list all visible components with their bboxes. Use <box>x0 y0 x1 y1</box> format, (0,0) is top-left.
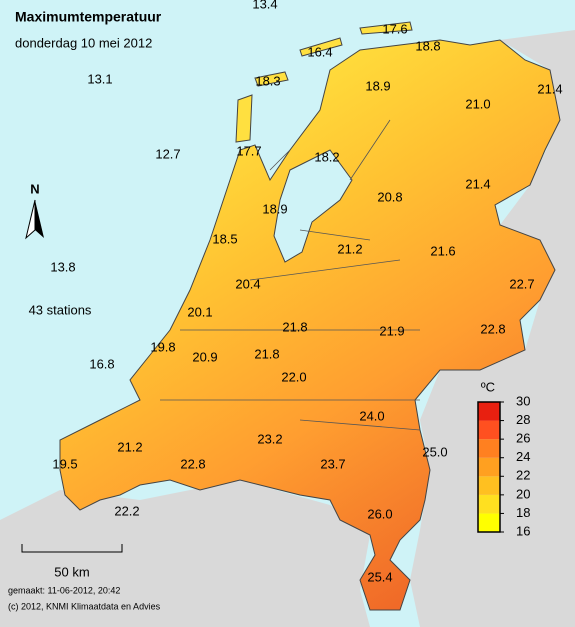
station-value: 12.7 <box>155 146 180 161</box>
station-value: 21.4 <box>465 176 490 191</box>
station-value: 20.9 <box>192 349 217 364</box>
legend-tick-label: 28 <box>516 412 530 427</box>
station-value: 13.8 <box>50 259 75 274</box>
station-value: 16.4 <box>307 44 332 59</box>
north-label: N <box>30 181 39 196</box>
legend-tick-label: 22 <box>516 468 530 483</box>
station-value: 20.4 <box>235 276 260 291</box>
footer: (c) 2012, KNMI Klimaatdata en Advies <box>8 601 161 611</box>
station-value: 18.3 <box>255 73 280 88</box>
legend-tick-label: 26 <box>516 431 530 446</box>
station-value: 26.0 <box>367 506 392 521</box>
station-value: 21.8 <box>254 346 279 361</box>
legend-band <box>478 402 500 421</box>
station-value: 21.4 <box>537 81 562 96</box>
legend-band <box>478 494 500 514</box>
ijsselmeer <box>273 149 353 263</box>
subtitle: donderdag 10 mei 2012 <box>15 35 152 50</box>
germany <box>410 30 575 627</box>
north-arrow <box>25 199 36 240</box>
footer: gemaakt: 11-06-2012, 20:42 <box>8 585 120 595</box>
legend-band <box>478 457 500 477</box>
station-value: 17.7 <box>236 143 261 158</box>
station-value: 18.9 <box>365 78 390 93</box>
station-value: 18.9 <box>262 201 287 216</box>
stations: 13.4 17.6 18.8 16.4 18.3 18.9 21.0 21.4 13.1 12.7… <box>50 0 562 584</box>
station-value: 21.2 <box>117 439 142 454</box>
legend: 16 18 20 22 24 26 28 30 <box>477 393 530 538</box>
scale-label: 50 km <box>54 564 89 579</box>
station-value: 20.8 <box>377 189 402 204</box>
station-value: 21.0 <box>465 96 490 111</box>
island <box>254 71 289 87</box>
station-value: 17.6 <box>382 21 407 36</box>
netherlands <box>59 39 561 611</box>
legend-tick-label: 20 <box>516 486 530 501</box>
station-value: 21.8 <box>282 319 307 334</box>
station-value: 21.2 <box>337 241 362 256</box>
legend-band <box>478 420 500 440</box>
legend-band <box>478 513 500 532</box>
station-value: 25.0 <box>422 444 447 459</box>
station-value: 18.5 <box>212 231 237 246</box>
legend-band <box>478 476 500 495</box>
station-value: 22.0 <box>281 369 306 384</box>
legend-tick-label: 24 <box>516 449 530 464</box>
station-value: 18.8 <box>415 38 440 53</box>
station-value: 20.1 <box>187 304 212 319</box>
station-value: 22.7 <box>509 276 534 291</box>
station-value: 23.7 <box>320 456 345 471</box>
station-value: 25.4 <box>367 569 392 584</box>
legend-band <box>478 439 500 458</box>
legend-frame <box>477 401 501 533</box>
station-value: 19.5 <box>52 456 77 471</box>
title: Maximumtemperatuur <box>15 9 162 25</box>
province-borders <box>160 119 421 431</box>
station-value: 22.2 <box>114 503 139 518</box>
scale-bar <box>21 544 123 553</box>
island <box>235 94 253 143</box>
station-value: 24.0 <box>359 408 384 423</box>
station-value: 13.1 <box>87 71 112 86</box>
belgium <box>0 480 370 627</box>
north-arrow <box>35 200 44 238</box>
island <box>359 21 413 35</box>
legend-unit: ºC <box>481 379 495 394</box>
legend-tick-label: 30 <box>516 393 530 408</box>
station-value: 21.9 <box>379 323 404 338</box>
station-value: 19.8 <box>150 339 175 354</box>
station-value: 22.8 <box>480 321 505 336</box>
station-value: 21.6 <box>430 243 455 258</box>
legend-tick-label: 16 <box>516 523 530 538</box>
station-value: 22.8 <box>180 456 205 471</box>
station-value: 23.2 <box>257 431 282 446</box>
station-value: 18.2 <box>314 149 339 164</box>
station-value: 13.4 <box>252 0 277 11</box>
island <box>299 37 343 57</box>
legend-tick-label: 18 <box>516 505 530 520</box>
station-count: 43 stations <box>29 302 92 317</box>
station-value: 16.8 <box>89 356 114 371</box>
